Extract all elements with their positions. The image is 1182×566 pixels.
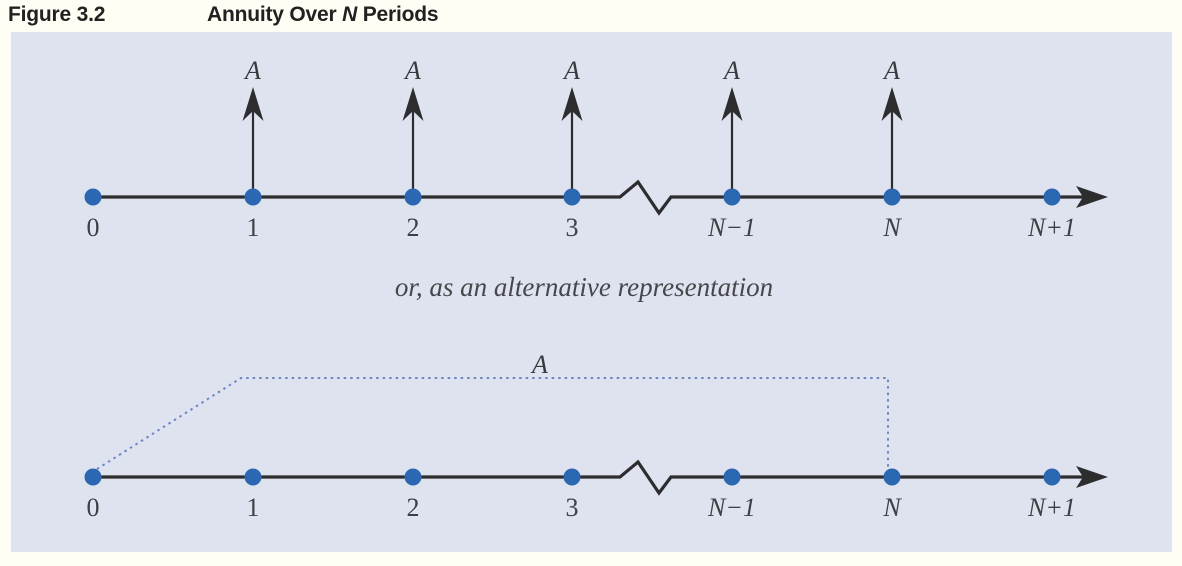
top-timeline-line-with-break: [93, 179, 1084, 216]
tick-label: 3: [566, 493, 579, 522]
tick-label: 2: [407, 213, 420, 242]
payment-arrowhead-icon: [881, 87, 903, 121]
tick-label: 0: [87, 213, 100, 242]
timeline-node-dot: [563, 188, 581, 206]
payment-amount-label: A: [243, 56, 261, 85]
bottom-timeline-arrowhead-icon: [1076, 466, 1108, 488]
figure-header: Figure 3.2 Annuity Over N Periods: [8, 3, 1178, 31]
timeline-node-dot: [84, 468, 102, 486]
timeline-node-dot: [723, 188, 741, 206]
timeline-node-dot: [1043, 188, 1061, 206]
timeline-node-dot: [84, 188, 102, 206]
payment-arrow: A: [881, 56, 903, 196]
timeline-node-dot: [1043, 468, 1061, 486]
timeline-node-dot: [404, 468, 422, 486]
figure-title-pre: Annuity Over: [207, 3, 343, 26]
payment-amount-label: A: [882, 56, 900, 85]
payment-arrow: A: [242, 56, 264, 196]
payment-arrowhead-icon: [721, 87, 743, 121]
timeline-node-dot: [244, 188, 262, 206]
payment-arrow: A: [402, 56, 424, 196]
tick-label: N: [882, 213, 902, 242]
payment-arrowhead-icon: [242, 87, 264, 121]
tick-label: 2: [407, 493, 420, 522]
annuity-level-label: A: [530, 350, 548, 379]
payment-amount-label: A: [562, 56, 580, 85]
figure-title-emph: N: [342, 3, 358, 26]
payment-arrowhead-icon: [561, 87, 583, 121]
bottom-timeline-line-with-break: [93, 459, 1084, 496]
payment-arrow: A: [721, 56, 743, 196]
tick-label: N: [882, 493, 902, 522]
payment-arrowhead-icon: [402, 87, 424, 121]
payment-amount-label: A: [722, 56, 740, 85]
timeline-node-dot: [723, 468, 741, 486]
payment-arrow: A: [561, 56, 583, 196]
figure-title: Annuity Over N Periods: [207, 3, 439, 27]
timeline-node-dot: [883, 188, 901, 206]
tick-label: 3: [566, 213, 579, 242]
tick-label: 1: [247, 493, 260, 522]
timeline-node-dot: [883, 468, 901, 486]
tick-label: N−1: [707, 213, 756, 242]
bottom-timeline: A 0 1 2 3 N−1 N N+1: [84, 350, 1108, 522]
figure-title-post: Periods: [357, 3, 439, 26]
timeline-node-dot: [244, 468, 262, 486]
figure-number-label: Figure 3.2: [8, 3, 106, 26]
tick-label: 1: [247, 213, 260, 242]
tick-label: N+1: [1027, 493, 1076, 522]
figure-panel-background: [11, 32, 1172, 552]
alternative-representation-note: or, as an alternative representation: [395, 272, 773, 302]
tick-label: N+1: [1027, 213, 1076, 242]
timeline-node-dot: [404, 188, 422, 206]
tick-label: 0: [87, 493, 100, 522]
tick-label: N−1: [707, 493, 756, 522]
timeline-node-dot: [563, 468, 581, 486]
top-timeline: A A A A A 0 1 2: [84, 56, 1108, 242]
top-timeline-arrowhead-icon: [1076, 186, 1108, 208]
annuity-level-dotted-bracket: [96, 377, 889, 470]
payment-amount-label: A: [403, 56, 421, 85]
